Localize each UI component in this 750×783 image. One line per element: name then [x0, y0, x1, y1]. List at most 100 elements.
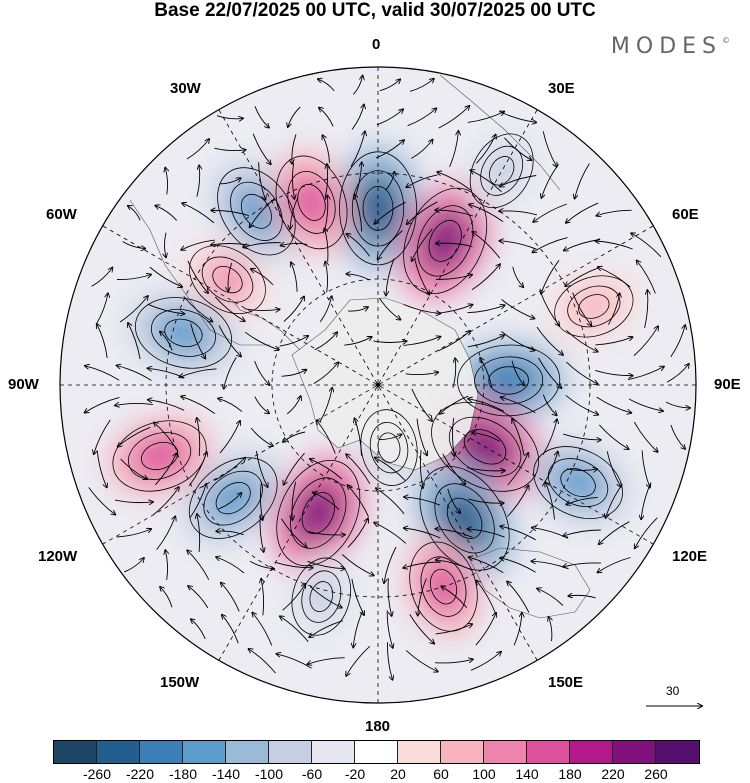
wind-vector [437, 331, 470, 352]
wind-vector [181, 239, 215, 250]
wind-vector [219, 178, 240, 185]
wind-vector [341, 554, 374, 576]
wind-vector [565, 267, 599, 286]
wind-vector [441, 586, 468, 608]
colorbar-tick-label: 180 [558, 766, 582, 782]
wind-vector [214, 296, 244, 321]
wind-vector [244, 309, 279, 311]
wind-vector [243, 242, 281, 248]
wind-vector [595, 337, 632, 346]
wind-vector [309, 586, 342, 607]
wind-vector [149, 266, 182, 287]
wind-vector [437, 172, 471, 191]
wind-vector [563, 529, 601, 536]
wind-vector [119, 296, 148, 323]
wind-vector [117, 366, 152, 381]
label-30e: 30E [548, 80, 575, 97]
label-180: 180 [365, 718, 391, 735]
wind-vector [128, 323, 141, 360]
label-90w: 90W [8, 376, 39, 393]
colorbar-segment [355, 741, 398, 763]
label-60e: 60E [672, 206, 699, 223]
wind-vector [644, 290, 648, 329]
wind-vector [568, 595, 596, 598]
wind-vector [165, 232, 167, 258]
wind-vector [324, 228, 329, 262]
wind-vector [255, 450, 267, 487]
contour-ring [201, 256, 254, 303]
contour-ring [554, 275, 634, 338]
wind-vector [566, 361, 597, 384]
wind-vector [180, 368, 217, 377]
wind-vector [191, 619, 206, 640]
wind-vector [197, 418, 200, 457]
wind-vector [511, 360, 524, 386]
wind-vector [346, 234, 370, 257]
graticule [60, 67, 696, 703]
colorbar-segment [527, 741, 570, 763]
label-150w: 150W [160, 674, 200, 691]
wind-vector [261, 579, 264, 616]
wind-vector [347, 519, 368, 548]
wind-vector [549, 617, 552, 642]
wind-vector [351, 105, 364, 130]
wind-vector [152, 487, 179, 516]
vector-scale-label: 30 [666, 684, 680, 698]
wind-vector [467, 335, 504, 348]
wind-vector [251, 269, 274, 286]
wind-vector [566, 202, 599, 223]
contour-ring [474, 356, 544, 405]
wind-vector [373, 341, 406, 343]
colorbar-segment [656, 741, 699, 763]
wind-vector [599, 521, 630, 545]
contour-ring [215, 482, 251, 515]
wind-vector [118, 426, 151, 446]
contour-ring [560, 468, 596, 497]
wind-vector [249, 649, 276, 674]
wind-vector [190, 323, 206, 359]
wind-vector [128, 206, 141, 221]
wind-vector [435, 659, 473, 664]
wind-vector [288, 106, 301, 127]
colorbar-segment [183, 741, 226, 763]
map-disc [60, 67, 696, 703]
wind-vector [440, 395, 469, 414]
wind-vector [420, 449, 423, 488]
wind-vector [406, 174, 438, 187]
wind-vector [500, 175, 537, 187]
wind-vector [566, 496, 598, 504]
wind-vector [221, 583, 240, 612]
wind-vector [596, 209, 632, 215]
contour-ring [417, 205, 474, 277]
wind-vector [641, 482, 652, 520]
wind-vector [546, 483, 555, 520]
wind-vector [628, 367, 664, 380]
wind-vector [631, 233, 662, 258]
wind-vector [409, 614, 434, 643]
wind-vector [533, 203, 567, 222]
wind-vector [284, 452, 305, 485]
wind-vector [416, 418, 427, 456]
colorbar-tick-label: 220 [601, 766, 625, 782]
wind-vector [633, 326, 658, 357]
wind-vector [306, 530, 345, 535]
wind-vector [310, 459, 343, 480]
wind-vector [641, 450, 650, 487]
wind-vector [252, 133, 271, 165]
wind-vector [85, 396, 120, 412]
colorbar [53, 740, 700, 764]
wind-vector [307, 657, 345, 665]
wind-vector [469, 204, 504, 222]
colorbar-tick-label: -260 [82, 766, 112, 782]
wind-vector [214, 148, 245, 150]
wind-vector [309, 620, 343, 638]
wind-vector [211, 210, 249, 217]
wind-vector [407, 201, 438, 224]
contour-ring [409, 541, 478, 632]
colorbar-tick-label: -180 [168, 766, 198, 782]
colorbar-segment [97, 741, 140, 763]
wind-vector [409, 79, 434, 92]
wind-vector [281, 518, 306, 548]
wind-vector [165, 168, 167, 195]
wind-vector [470, 652, 501, 671]
